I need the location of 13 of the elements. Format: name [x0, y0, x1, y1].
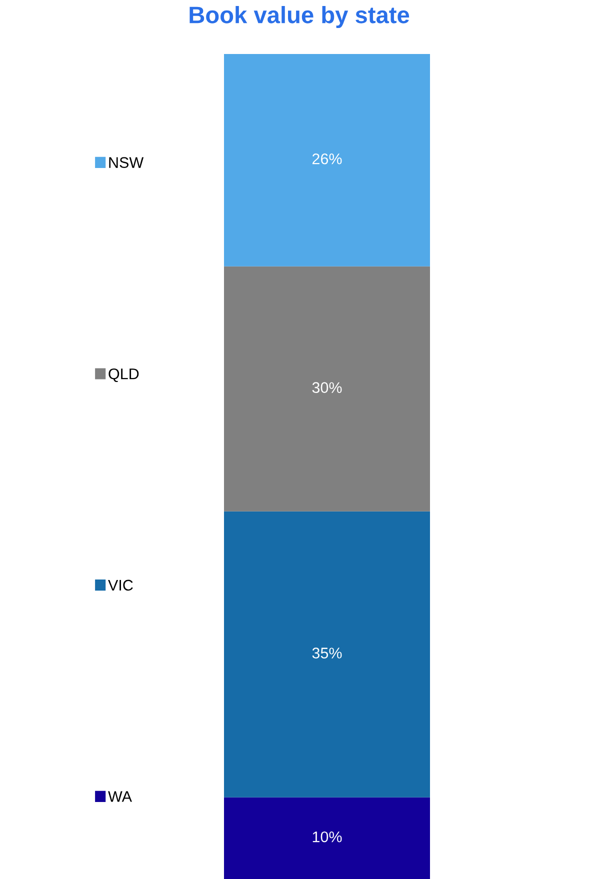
legend-label: NSW — [109, 157, 144, 168]
data-label: 26% — [312, 153, 342, 164]
data-label: 30% — [312, 382, 342, 393]
chart-title: Book value by state — [190, 6, 410, 28]
bar — [224, 266, 430, 512]
legend-label: VIC — [108, 580, 133, 591]
legend-label: WA — [108, 791, 132, 802]
legend-label: QLD — [108, 368, 139, 382]
bar — [224, 54, 430, 266]
bar — [224, 511, 430, 798]
bar — [224, 797, 430, 879]
data-label: 35% — [312, 648, 342, 658]
data-label: 10% — [312, 831, 342, 842]
